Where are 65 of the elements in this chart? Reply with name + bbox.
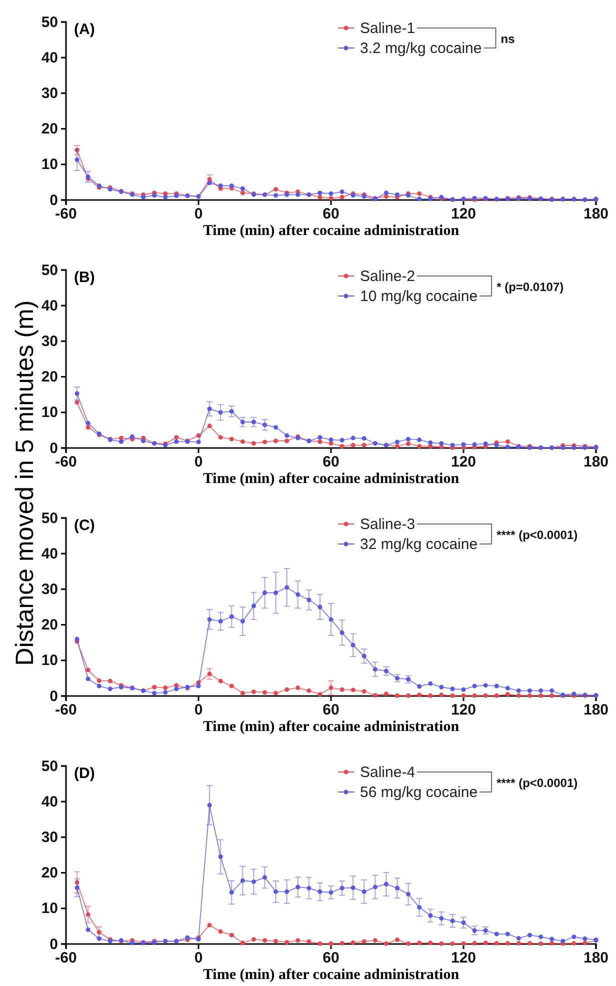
y-tick-label: 50 <box>41 262 58 279</box>
y-tick-label: 20 <box>41 616 58 634</box>
y-tick-label: 10 <box>41 900 58 918</box>
y-tick-label: 30 <box>41 333 58 350</box>
x-tick-label: 180 <box>583 702 609 719</box>
chart-title: (B) <box>74 269 95 286</box>
y-tick-label: 20 <box>41 368 58 386</box>
x-tick-label: 0 <box>194 950 203 967</box>
x-tick-label: 120 <box>450 950 476 967</box>
legend-label: Saline-3 <box>360 516 416 533</box>
y-tick-label: 40 <box>41 49 58 66</box>
x-axis-title: Time (min) after cocaine administration <box>202 967 460 983</box>
x-tick-label: 0 <box>194 702 203 719</box>
y-tick-label: 30 <box>41 581 58 598</box>
legend-label: 32 mg/kg cocaine <box>360 536 478 553</box>
y-tick-label: 50 <box>41 14 58 31</box>
legend-label: 56 mg/kg cocaine <box>360 784 478 801</box>
x-tick-label: -60 <box>55 950 77 967</box>
x-tick-label: 0 <box>194 454 203 471</box>
x-tick-label: -60 <box>55 206 77 223</box>
annotation: * (p=0.0107) <box>496 280 564 294</box>
y-tick-label: 40 <box>41 297 58 314</box>
x-tick-label: 60 <box>322 950 340 967</box>
legend-label: Saline-2 <box>360 268 416 285</box>
x-tick-label: 60 <box>322 206 340 223</box>
legend-label: 3.2 mg/kg cocaine <box>360 40 482 57</box>
y-tick-label: 0 <box>50 688 58 705</box>
y-tick-label: 0 <box>50 192 58 209</box>
x-tick-label: 180 <box>583 206 609 223</box>
x-tick-label: 60 <box>322 454 340 471</box>
y-tick-label: 30 <box>41 829 58 846</box>
x-axis-title: Time (min) after cocaine administration <box>202 719 460 735</box>
legend-label: 10 mg/kg cocaine <box>360 288 478 305</box>
y-tick-label: 50 <box>41 510 58 527</box>
annotation: ns <box>500 32 516 46</box>
y-tick-label: 20 <box>41 120 58 138</box>
y-tick-label: 10 <box>41 156 58 174</box>
x-tick-label: 120 <box>450 702 476 719</box>
y-tick-label: 0 <box>50 936 58 953</box>
x-tick-label: 60 <box>322 702 340 719</box>
x-tick-label: -60 <box>55 454 77 471</box>
x-tick-label: 120 <box>450 206 476 223</box>
chart-title: (A) <box>74 21 95 38</box>
y-axis-title: Distance moved in 5 minutes (m) <box>11 300 39 666</box>
x-tick-label: 180 <box>583 454 609 471</box>
x-tick-label: 180 <box>583 950 609 967</box>
y-tick-label: 50 <box>41 758 58 775</box>
y-tick-label: 0 <box>50 440 58 457</box>
legend-label: Saline-4 <box>360 764 416 781</box>
y-tick-label: 40 <box>41 545 58 562</box>
y-tick-label: 10 <box>41 652 58 670</box>
x-axis-title: Time (min) after cocaine administration <box>202 223 460 239</box>
x-axis-title: Time (min) after cocaine administration <box>202 471 460 487</box>
annotation: **** (p<0.0001) <box>496 776 578 790</box>
x-tick-label: 0 <box>194 206 203 223</box>
y-tick-label: 10 <box>41 404 58 422</box>
chart-title: (D) <box>74 765 95 782</box>
x-tick-label: -60 <box>55 702 77 719</box>
x-tick-label: 120 <box>450 454 476 471</box>
legend-label: Saline-1 <box>360 20 416 37</box>
y-tick-label: 30 <box>41 85 58 102</box>
y-tick-label: 40 <box>41 793 58 810</box>
y-tick-label: 20 <box>41 864 58 882</box>
annotation: **** (p<0.0001) <box>496 528 578 542</box>
chart-title: (C) <box>74 517 95 534</box>
